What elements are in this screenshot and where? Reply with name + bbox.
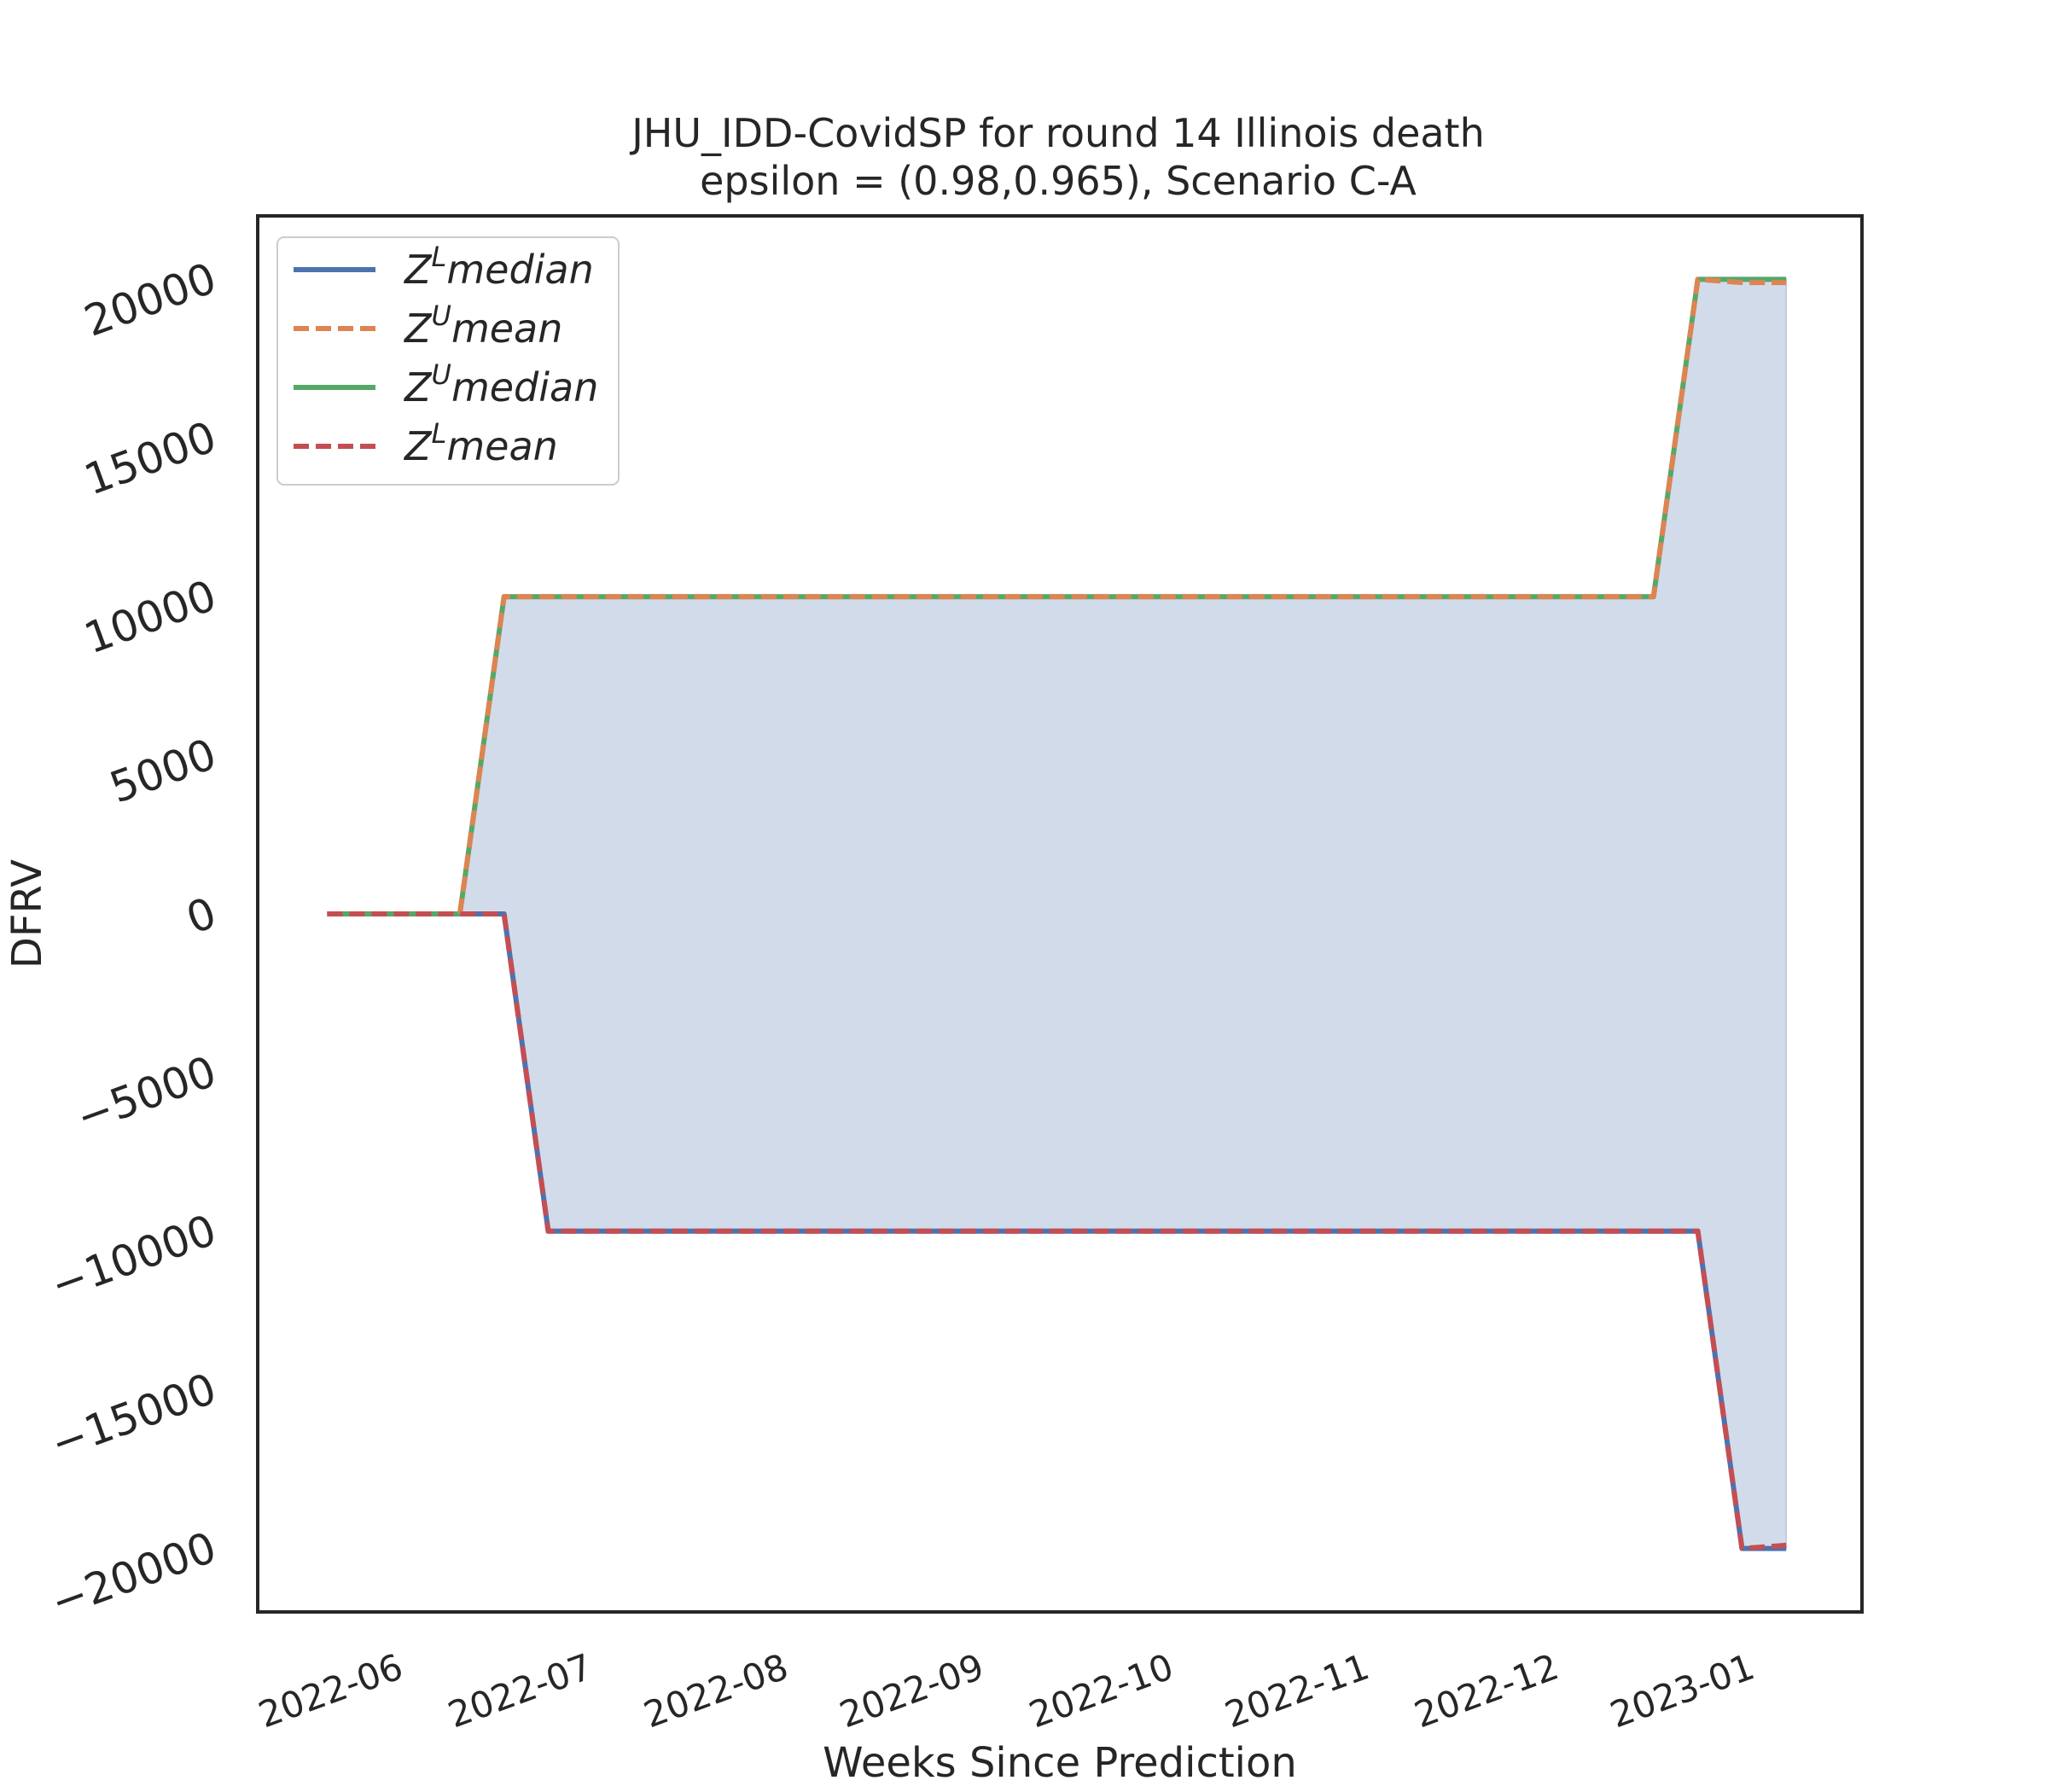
legend-box <box>276 236 620 486</box>
x-axis-label: Weeks Since Prediction <box>823 1739 1297 1787</box>
chart-title: JHU_IDD-CovidSP for round 14 Illinois de… <box>629 110 1485 156</box>
plot-frame <box>256 214 1864 1614</box>
y-axis-label: DFRV <box>3 859 51 969</box>
legend-label: ZLmedian <box>403 241 594 293</box>
legend-label: ZUmedian <box>403 358 598 410</box>
plot-area <box>327 276 1787 1551</box>
legend-label: ZLmean <box>403 417 558 469</box>
legend-label: ZUmean <box>403 300 562 352</box>
series-line-zu-mean <box>327 276 1787 916</box>
chart-subtitle: epsilon = (0.98,0.965), Scenario C-A <box>700 158 1417 204</box>
series-line-zl-mean <box>327 911 1787 1551</box>
legend: ZLmedian ZUmean ZUmedian ZLmean <box>276 236 620 486</box>
